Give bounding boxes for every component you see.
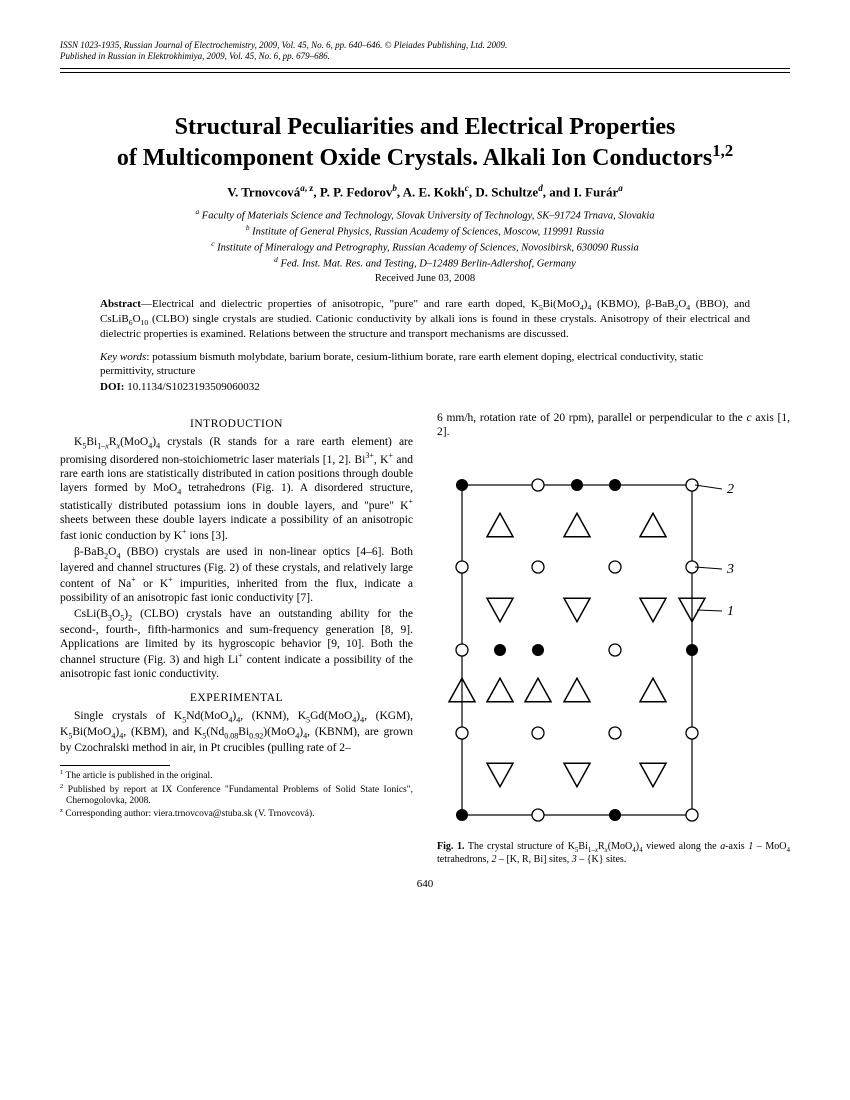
article-title: Structural Peculiarities and Electrical … [60,113,790,174]
issn-line-2: Published in Russian in Elektrokhimiya, … [60,51,790,62]
intro-para-2: β-BaB2O4 (BBO) crystals are used in non-… [60,545,413,605]
intro-para-3: CsLi(B3O5)2 (CLBO) crystals have an outs… [60,607,413,681]
abstract: Abstract—Electrical and dielectric prope… [100,298,750,341]
body-columns: INTRODUCTION K5Bi1–xRx(MoO4)4 crystals (… [60,411,790,866]
column-left: INTRODUCTION K5Bi1–xRx(MoO4)4 crystals (… [60,411,413,866]
affiliation-c: c Institute of Mineralogy and Petrograph… [60,239,790,255]
authors: V. Trnovcováa, z, P. P. Fedorovb, A. E. … [60,183,790,200]
svg-text:3: 3 [726,562,734,577]
title-line-1: Structural Peculiarities and Electrical … [60,113,790,142]
footnote-rule [60,765,170,766]
page-number: 640 [60,878,790,890]
doi: DOI: 10.1134/S1023193509060032 [100,381,750,393]
svg-text:2: 2 [727,482,734,497]
section-experimental: EXPERIMENTAL [60,691,413,705]
affiliation-d: d Fed. Inst. Mat. Res. and Testing, D–12… [60,255,790,271]
issn-line-1: ISSN 1023-1935, Russian Journal of Elect… [60,40,790,51]
figure-1-caption: Fig. 1. The crystal structure of K5Bi1–x… [437,841,790,866]
title-line-2: of Multicomponent Oxide Crystals. Alkali… [60,141,790,173]
issn-block: ISSN 1023-1935, Russian Journal of Elect… [60,40,790,62]
svg-text:1: 1 [727,604,734,619]
section-introduction: INTRODUCTION [60,417,413,431]
affiliation-b: b Institute of General Physics, Russian … [60,223,790,239]
figure-1-svg: 2 3 1 [437,465,747,835]
header-rule [60,68,790,73]
column-right: 6 mm/h, rotation rate of 20 rpm), parall… [437,411,790,866]
footnote-1: 1 The article is published in the origin… [60,769,413,783]
intro-para-1: K5Bi1–xRx(MoO4)4 crystals (R stands for … [60,435,413,543]
affiliation-a: a Faculty of Materials Science and Techn… [60,207,790,223]
keywords: Key words: potassium bismuth molybdate, … [100,351,750,379]
footnote-2: 2 Published by report at IX Conference "… [60,783,413,808]
footnote-z: z Corresponding author: viera.trnovcova@… [60,807,413,821]
received-date: Received June 03, 2008 [60,273,790,284]
col2-continuation: 6 mm/h, rotation rate of 20 rpm), parall… [437,411,790,439]
figure-1: 2 3 1 [437,465,790,835]
exp-para-1: Single crystals of K5Nd(MoO4)4, (KNM), K… [60,709,413,755]
